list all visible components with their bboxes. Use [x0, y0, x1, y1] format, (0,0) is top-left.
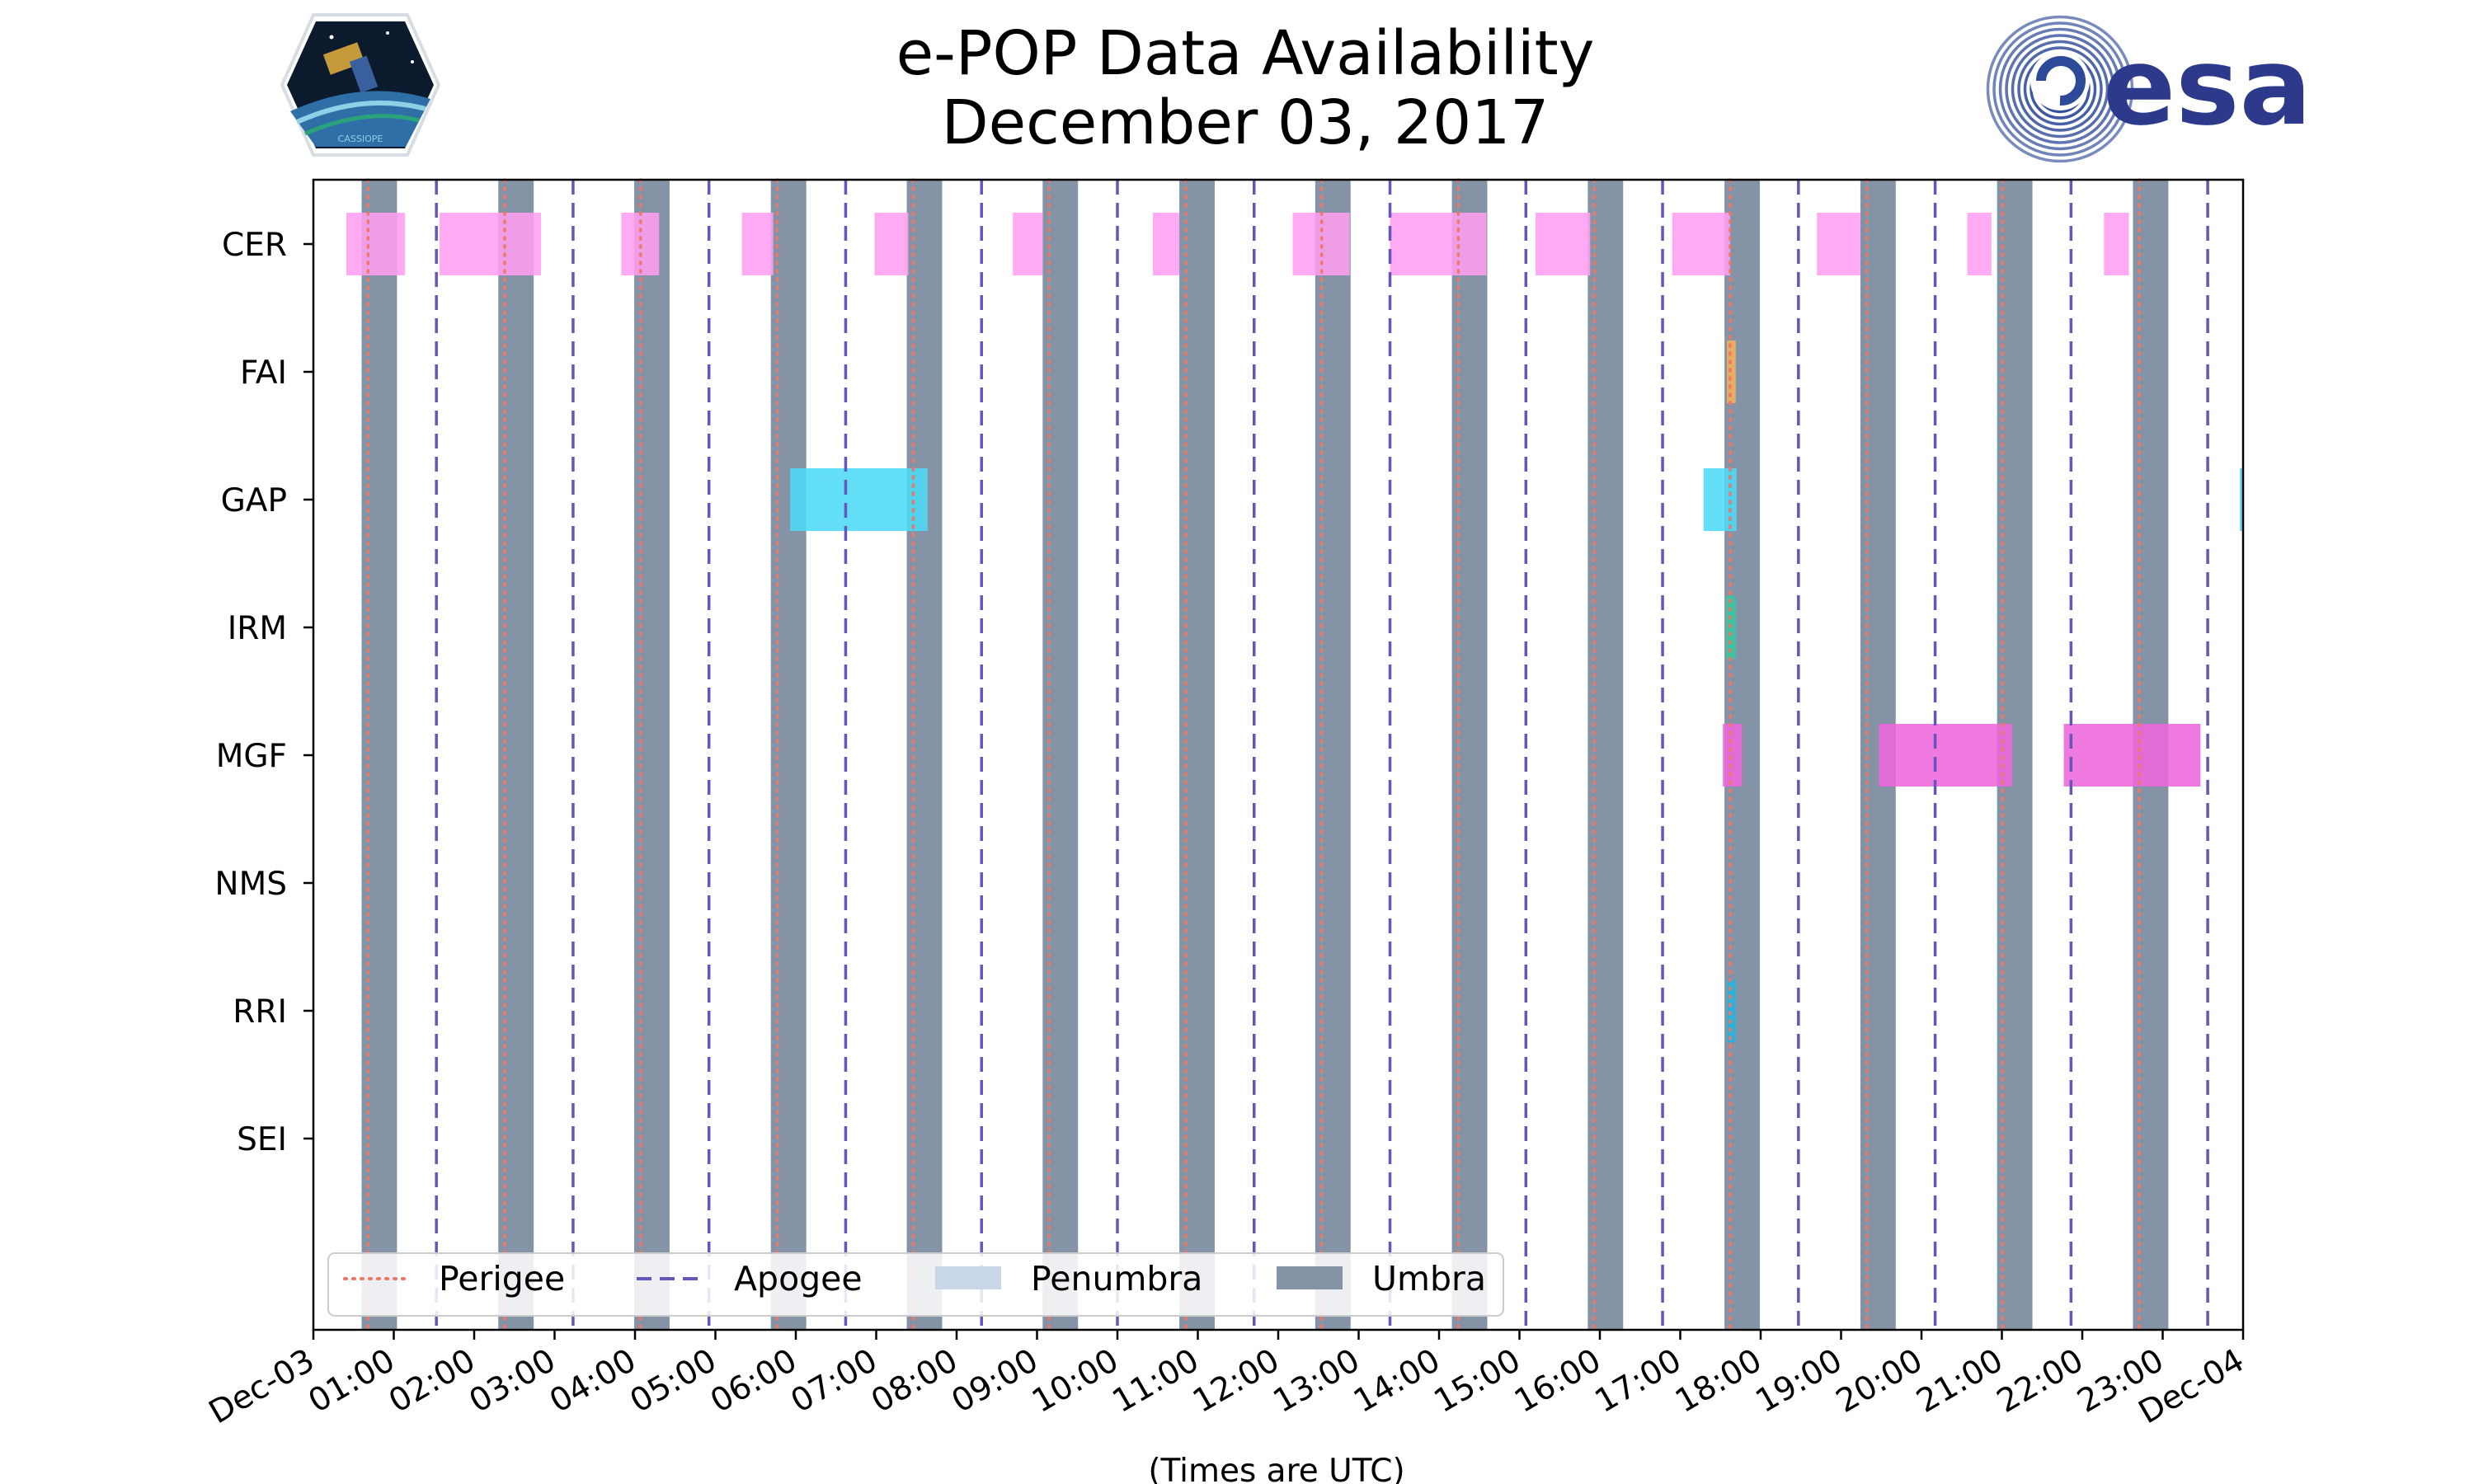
perigee-lines — [366, 178, 2141, 1331]
x-tick-label-4: 04:00 — [543, 1342, 642, 1421]
legend-perigee-label: Perigee — [439, 1259, 565, 1298]
x-tick-label-14: 14:00 — [1348, 1342, 1446, 1421]
x-tick-label-8: 08:00 — [865, 1342, 964, 1421]
bar-gap-0 — [790, 468, 928, 531]
bar-cer-3 — [741, 213, 774, 275]
esa-swirl-ring — [1986, 15, 2134, 163]
x-tick-label-12: 12:00 — [1187, 1342, 1286, 1421]
x-tick-label-3: 03:00 — [463, 1342, 562, 1421]
y-tick-label-irm: IRM — [228, 610, 287, 647]
chart-legend: Perigee Apogee Penumbra Umbra — [327, 1252, 1504, 1317]
legend-apogee-label: Apogee — [734, 1259, 863, 1298]
bar-cer-8 — [1390, 213, 1487, 275]
bar-gap-1 — [1703, 468, 1737, 531]
bar-fai-0 — [1727, 340, 1736, 403]
apogee-lines — [435, 180, 2209, 1330]
y-axis: CER FAI GAP IRM MGF NMS RRI SEI — [214, 227, 313, 1158]
chart-title-line-2: December 03, 2017 — [942, 87, 1550, 158]
x-tick-label-6: 06:00 — [704, 1342, 803, 1421]
cassiope-mission-logo: CASSIOPE — [280, 13, 441, 157]
x-tick-label-1: 01:00 — [303, 1342, 402, 1421]
x-tick-label-2: 02:00 — [383, 1342, 482, 1421]
x-tick-label-19: 19:00 — [1750, 1342, 1849, 1421]
esa-logo: esa — [1986, 15, 2312, 163]
esa-logo-text: esa — [2103, 24, 2312, 149]
bar-cer-0 — [346, 213, 406, 275]
bar-gap-2 — [2240, 468, 2243, 531]
bar-cer-11 — [1817, 213, 1860, 275]
y-tick-label-mgf: MGF — [216, 738, 287, 775]
x-tick-label-9: 09:00 — [946, 1342, 1045, 1421]
bar-rri-0 — [1727, 979, 1736, 1042]
legend-penumbra-label: Penumbra — [1031, 1259, 1202, 1298]
x-tick-label-13: 13:00 — [1268, 1342, 1366, 1421]
bar-cer-12 — [1967, 213, 1992, 275]
bar-cer-4 — [874, 213, 909, 275]
bar-mgf-2 — [2063, 724, 2201, 787]
esa-swirl-ring — [2017, 46, 2103, 132]
x-tick-label-18: 18:00 — [1669, 1342, 1768, 1421]
legend-penumbra-swatch — [935, 1266, 1001, 1289]
bar-cer-1 — [440, 213, 541, 275]
y-tick-label-sei: SEI — [237, 1121, 287, 1158]
x-tick-label-5: 05:00 — [624, 1342, 723, 1421]
availability-bars — [346, 213, 2243, 1042]
x-tick-label-15: 15:00 — [1428, 1342, 1527, 1421]
bar-cer-9 — [1536, 213, 1591, 275]
y-tick-label-gap: GAP — [221, 482, 287, 519]
bar-cer-13 — [2104, 213, 2129, 275]
x-tick-label-17: 17:00 — [1589, 1342, 1688, 1421]
y-tick-label-rri: RRI — [233, 993, 287, 1031]
x-tick-label-16: 16:00 — [1508, 1342, 1607, 1421]
bar-cer-10 — [1672, 213, 1730, 275]
x-tick-label-7: 07:00 — [785, 1342, 884, 1421]
bar-cer-6 — [1152, 213, 1180, 275]
esa-swirl-ring — [1992, 21, 2128, 157]
legend-umbra-label: Umbra — [1372, 1259, 1486, 1298]
bar-mgf-0 — [1723, 724, 1743, 787]
x-tick-label-0: Dec-03 — [203, 1342, 321, 1432]
y-tick-label-nms: NMS — [214, 866, 287, 903]
x-tick-label-11: 11:00 — [1107, 1342, 1206, 1421]
y-tick-label-cer: CER — [222, 227, 287, 264]
cassiope-logo-text: CASSIOPE — [338, 134, 383, 144]
y-tick-label-fai: FAI — [240, 355, 287, 392]
esa-swirl-ring — [1998, 27, 2122, 151]
chart-title-line-1: e-POP Data Availability — [896, 18, 1595, 89]
legend-box — [327, 1252, 1504, 1317]
esa-swirl-ring — [2011, 40, 2109, 139]
bar-mgf-1 — [1879, 724, 2013, 787]
x-axis: Dec-0301:0002:0003:0004:0005:0006:0007:0… — [203, 1330, 2251, 1431]
legend-umbra-swatch — [1277, 1266, 1343, 1289]
x-tick-label-22: 22:00 — [1991, 1342, 2090, 1421]
esa-swirl-ring — [2005, 34, 2115, 144]
bar-cer-5 — [1013, 213, 1043, 275]
x-axis-label: (Times are UTC) — [1148, 1453, 1404, 1484]
x-tick-label-10: 10:00 — [1026, 1342, 1125, 1421]
x-tick-label-20: 20:00 — [1830, 1342, 1929, 1421]
x-tick-label-21: 21:00 — [1911, 1342, 2010, 1421]
